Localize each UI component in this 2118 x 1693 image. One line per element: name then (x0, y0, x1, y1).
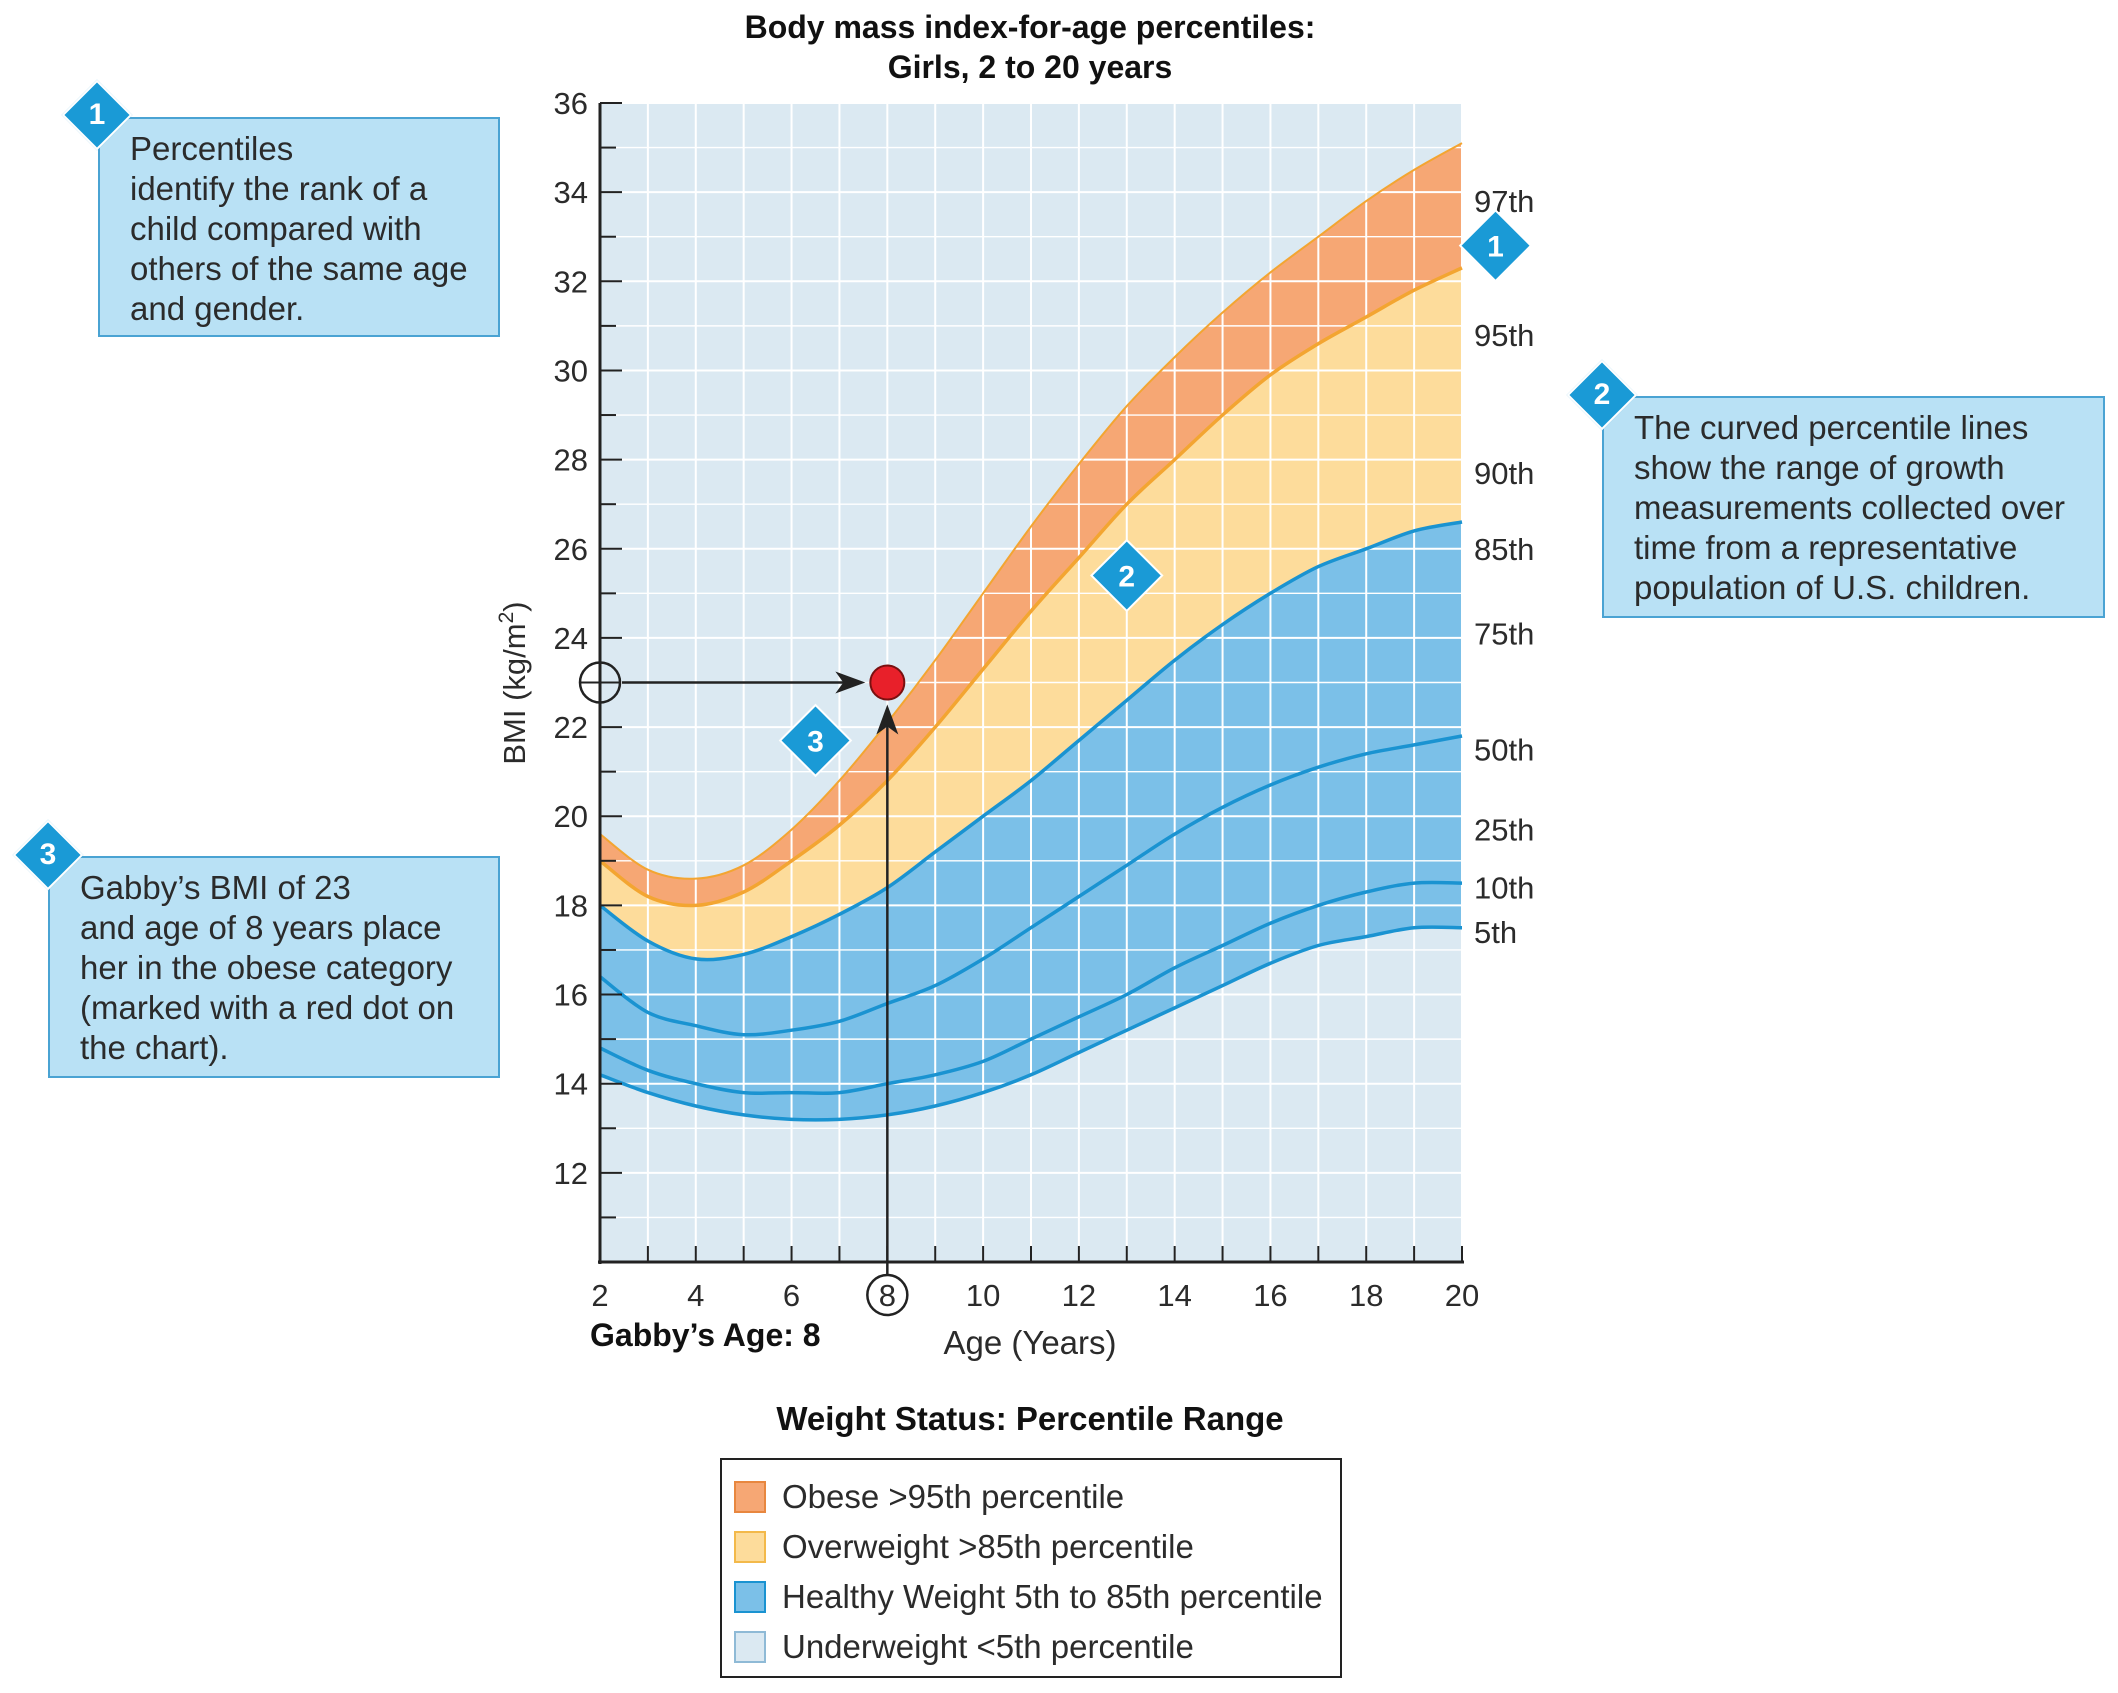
y-tick-label: 28 (554, 443, 588, 478)
percentile-label-25th: 25th (1474, 813, 1534, 848)
chart-title: Body mass index-for-age percentiles: (745, 9, 1316, 45)
x-tick-label: 18 (1349, 1278, 1383, 1313)
y-axis-label: BMI (kg/m2) (495, 601, 532, 764)
x-tick-label: 2 (591, 1278, 608, 1313)
y-axis-label-end: ) (497, 601, 532, 611)
legend-swatch-obese (734, 1481, 766, 1513)
age-arrow-head-icon (876, 704, 899, 735)
badge-number: 1 (88, 98, 106, 131)
legend-title: Weight Status: Percentile Range (776, 1400, 1284, 1437)
band-obese (600, 143, 1462, 906)
y-tick-label: 20 (554, 799, 588, 834)
callout-badge-2: 2 (1566, 359, 1638, 431)
badge-number: 2 (1593, 378, 1611, 411)
y-tick-label: 34 (554, 175, 588, 210)
age-marker-label: 8 (879, 1278, 896, 1313)
percentile-label-10th: 10th (1474, 871, 1534, 906)
percentile-line-10th (599, 880, 1463, 1096)
percentile-label-50th: 50th (1474, 732, 1534, 767)
legend-label: Underweight <5th percentile (782, 1628, 1194, 1665)
chart-subtitle: Girls, 2 to 20 years (888, 49, 1173, 85)
badge-number: 3 (39, 838, 57, 871)
percentile-line-85th (598, 520, 1463, 962)
percentile-line-5th (599, 925, 1463, 1122)
y-tick-label: 22 (554, 710, 588, 745)
x-tick-label: 16 (1253, 1278, 1287, 1313)
x-tick-label: 12 (1062, 1278, 1096, 1313)
callout-badge-1: 1 (61, 79, 133, 151)
chart-badge-number: 1 (1487, 231, 1504, 264)
x-tick-label: 4 (687, 1278, 704, 1313)
bmi-arrow-head-icon (835, 671, 866, 694)
x-tick-label: 14 (1157, 1278, 1191, 1313)
percentile-line-97th (599, 142, 1463, 880)
percentile-line-95th (598, 266, 1463, 908)
legend-item-obese: Obese >95th percentile (734, 1472, 1328, 1522)
y-axis-label-superscript: 2 (495, 612, 518, 624)
y-tick-label: 26 (554, 532, 588, 567)
x-tick-label: 20 (1445, 1278, 1479, 1313)
y-tick-label: 14 (554, 1067, 588, 1102)
legend-item-underweight: Underweight <5th percentile (734, 1622, 1328, 1672)
y-tick-label: 18 (554, 888, 588, 923)
legend-label: Healthy Weight 5th to 85th percentile (782, 1578, 1323, 1615)
legend-item-overweight: Overweight >85th percentile (734, 1522, 1328, 1572)
callout-badge-3: 3 (12, 819, 84, 891)
y-axis-label-main: BMI (kg/m (497, 623, 532, 764)
x-tick-label: 10 (966, 1278, 1000, 1313)
x-tick-label: 6 (783, 1278, 800, 1313)
chart-badge-number: 3 (807, 725, 824, 758)
y-tick-label: 30 (554, 353, 588, 388)
chart-badge-diamond-icon (1090, 538, 1164, 613)
chart-badge-number: 2 (1118, 561, 1135, 594)
legend: Obese >95th percentile Overweight >85th … (720, 1458, 1342, 1678)
y-tick-label: 16 (554, 978, 588, 1013)
callout-percentile-lines-text: The curved percentile lines show the ran… (1634, 409, 2066, 606)
gabby-age-caption: Gabby’s Age: 8 (590, 1317, 821, 1353)
callout-percentiles-text: Percentiles identify the rank of a child… (130, 130, 468, 327)
percentile-label-5th: 5th (1474, 915, 1517, 950)
percentile-label-95th: 95th (1474, 318, 1534, 353)
y-tick-label: 12 (554, 1156, 588, 1191)
legend-label: Overweight >85th percentile (782, 1528, 1194, 1565)
percentile-line-50th (598, 734, 1463, 1037)
callout-percentile-lines: The curved percentile lines show the ran… (1602, 396, 2105, 618)
y-tick-label: 24 (554, 621, 588, 656)
callout-gabby-bmi: Gabby’s BMI of 23 and age of 8 years pla… (48, 856, 500, 1078)
chart-badge-diamond-icon (1458, 208, 1533, 283)
percentile-label-97th: 97th (1474, 184, 1534, 219)
callout-gabby-bmi-text: Gabby’s BMI of 23 and age of 8 years pla… (80, 869, 455, 1066)
percentile-label-90th: 90th (1474, 456, 1534, 491)
chart-badge-diamond-icon (778, 703, 853, 778)
gabby-bmi-dot (869, 664, 906, 701)
callout-percentiles: Percentiles identify the rank of a child… (98, 117, 500, 337)
legend-item-healthy: Healthy Weight 5th to 85th percentile (734, 1572, 1328, 1622)
y-tick-label: 32 (554, 264, 588, 299)
percentile-label-75th: 75th (1474, 616, 1534, 651)
x-axis-label: Age (Years) (943, 1324, 1116, 1361)
legend-swatch-underweight (734, 1631, 766, 1663)
legend-swatch-healthy (734, 1581, 766, 1613)
legend-label: Obese >95th percentile (782, 1478, 1125, 1515)
percentile-label-85th: 85th (1474, 532, 1534, 567)
y-tick-label: 36 (554, 86, 588, 121)
legend-swatch-overweight (734, 1531, 766, 1563)
